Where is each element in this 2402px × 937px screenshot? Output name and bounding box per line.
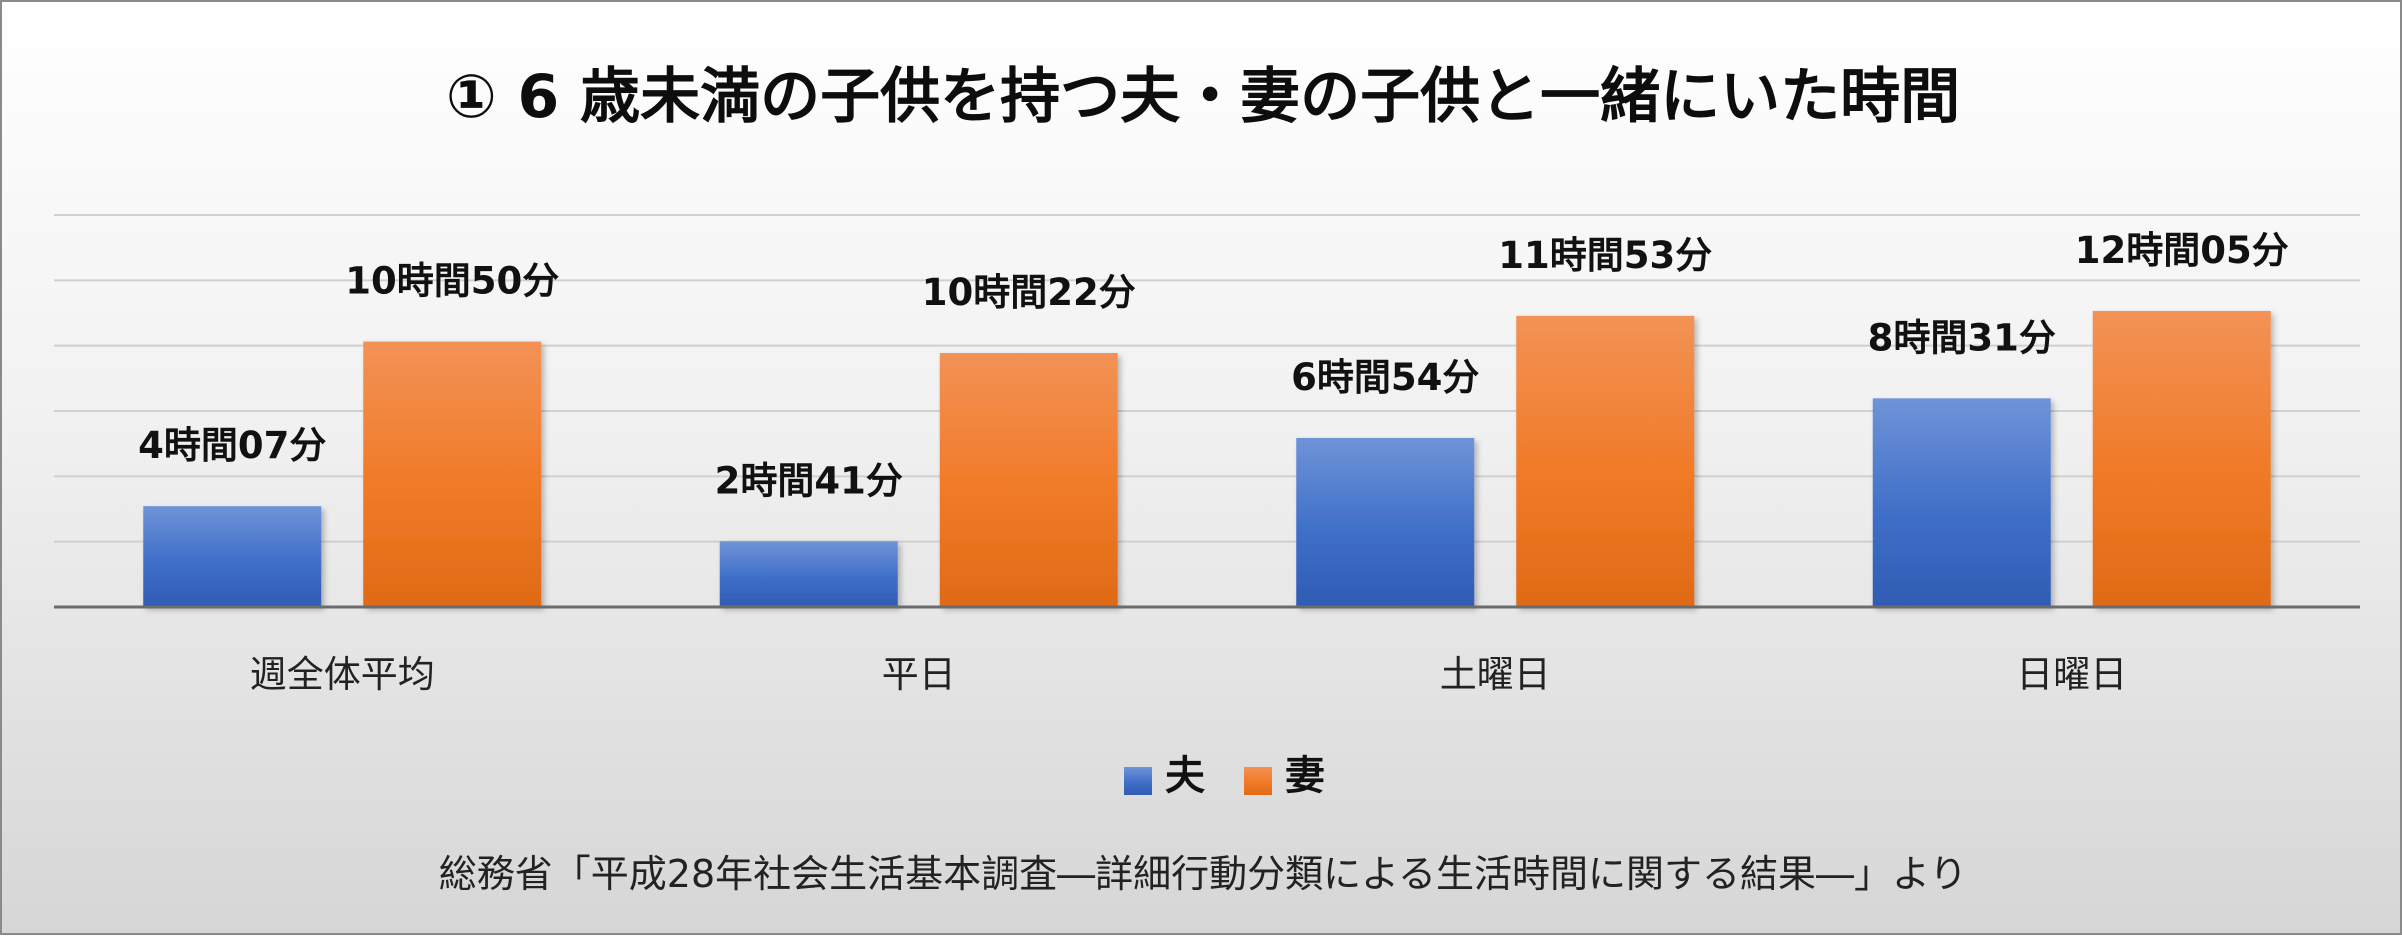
value-label-wife-3: 12時間05分: [2075, 229, 2289, 272]
category-labels: 週全体平均 平日 土曜日 日曜日: [250, 653, 2128, 696]
value-labels: 4時間07分 10時間50分 2時間41分 10時間22分 6時間54分 11時間53分 8…: [138, 229, 2289, 502]
legend-label-husband: 夫: [1165, 753, 1206, 799]
value-label-husband-2: 6時間54分: [1291, 356, 1479, 399]
bar-wife-3: [2092, 310, 2271, 607]
bar-husband-3: [1872, 398, 2051, 607]
legend-swatch-wife: [1244, 767, 1272, 795]
bar-wife-1: [939, 353, 1118, 607]
value-label-husband-1: 2時間41分: [715, 459, 903, 502]
source-note: 総務省「平成28年社会生活基本調査―詳細行動分類による生活時間に関する結果―」よ…: [439, 852, 1967, 896]
bar-husband-0: [143, 506, 322, 607]
legend-swatch-husband: [1124, 767, 1152, 795]
category-label-0: 週全体平均: [250, 653, 435, 696]
value-label-wife-0: 10時間50分: [345, 260, 559, 303]
bar-wife-0: [363, 341, 542, 607]
bar-husband-2: [1296, 437, 1475, 607]
bar-husband-1: [719, 541, 898, 607]
category-label-3: 日曜日: [2016, 653, 2127, 696]
bar-wife-2: [1516, 315, 1695, 607]
category-label-1: 平日: [882, 653, 956, 696]
value-label-husband-3: 8時間31分: [1868, 316, 2056, 359]
category-label-2: 土曜日: [1440, 653, 1551, 696]
chart-title: ① 6 歳未満の子供を持つ夫・妻の子供と一緒にいた時間: [446, 62, 1960, 132]
bars: [143, 310, 2271, 607]
value-label-wife-1: 10時間22分: [922, 271, 1136, 314]
value-label-wife-2: 11時間53分: [1498, 234, 1712, 277]
legend: 夫 妻: [1124, 753, 1325, 799]
value-label-husband-0: 4時間07分: [138, 424, 326, 467]
legend-label-wife: 妻: [1285, 753, 1325, 799]
